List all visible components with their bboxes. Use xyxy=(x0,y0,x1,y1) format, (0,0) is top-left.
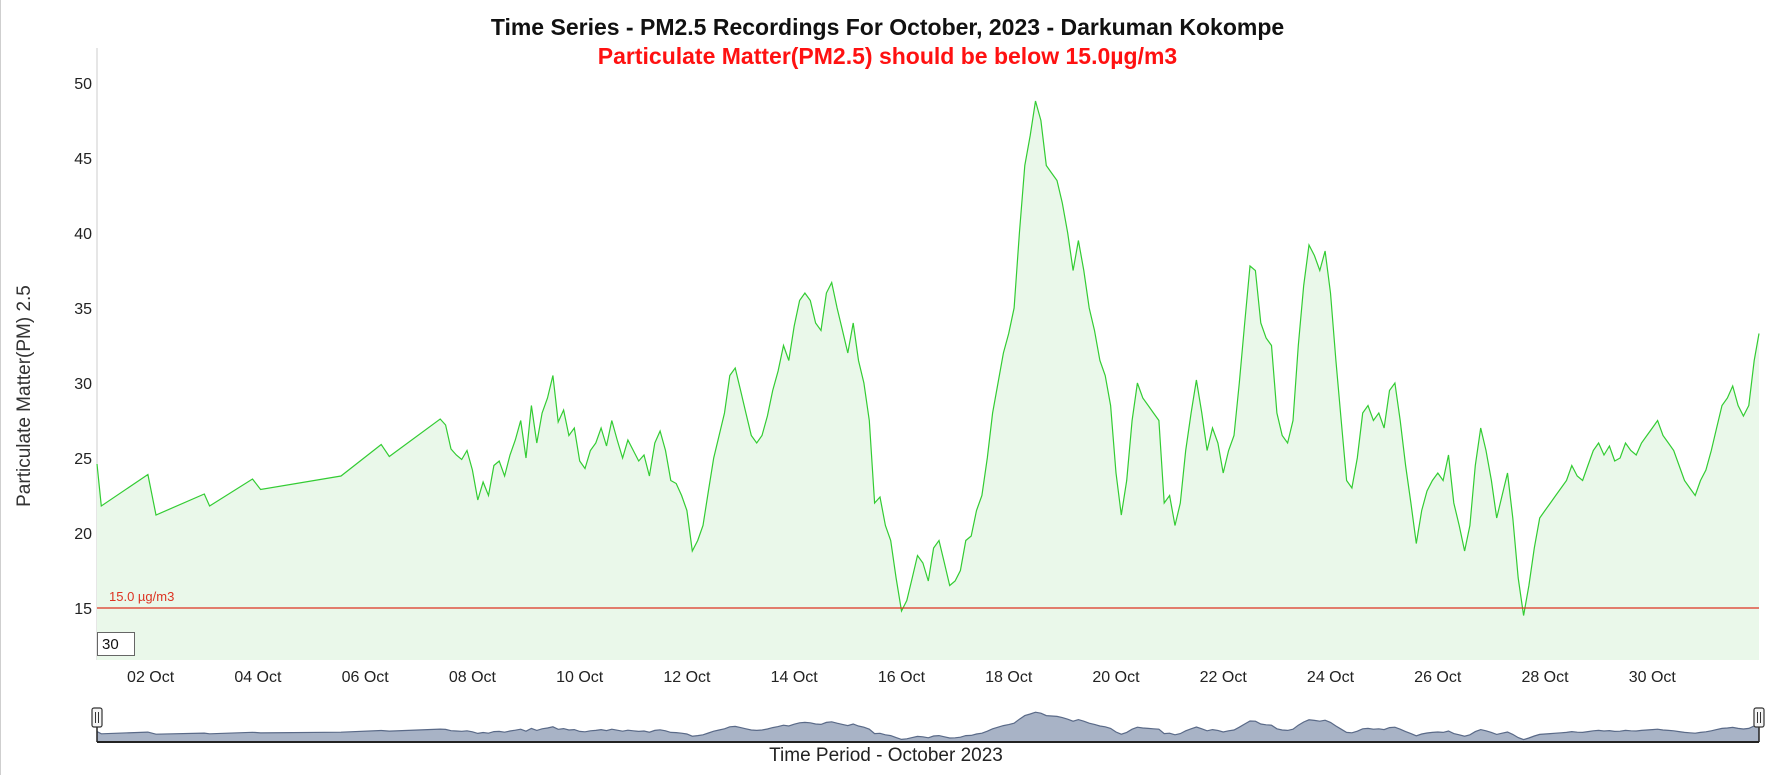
x-tick-label: 08 Oct xyxy=(449,669,497,686)
threshold-label: 15.0 µg/m3 xyxy=(109,589,174,604)
y-tick-label: 35 xyxy=(74,301,92,318)
chart-subtitle: Particulate Matter(PM2.5) should be belo… xyxy=(597,43,1178,69)
x-tick-label: 02 Oct xyxy=(127,669,175,686)
series-area xyxy=(97,101,1759,660)
y-tick-label: 45 xyxy=(74,151,92,168)
y-axis-label: Particulate Matter(PM) 2.5 xyxy=(14,285,35,507)
y-tick-label: 15 xyxy=(74,601,92,618)
series-line xyxy=(96,100,1760,616)
y-tick-label: 30 xyxy=(74,376,92,393)
x-tick-label: 26 Oct xyxy=(1414,669,1462,686)
x-axis-ticks: 02 Oct 04 Oct 06 Oct 08 Oct 10 Oct 12 Oct 14 O… xyxy=(127,669,1676,686)
left-border xyxy=(0,0,1,775)
chart-title: Time Series - PM2.5 Recordings For Octob… xyxy=(490,14,1285,40)
range-navigator[interactable] xyxy=(91,707,1765,743)
x-tick-label: 16 Oct xyxy=(878,669,926,686)
y-tick-label: 40 xyxy=(74,226,92,243)
x-tick-label: 14 Oct xyxy=(771,669,819,686)
x-tick-label: 06 Oct xyxy=(342,669,390,686)
navigator-handle-left[interactable] xyxy=(91,707,103,728)
x-tick-label: 20 Oct xyxy=(1092,669,1140,686)
x-tick-label: 18 Oct xyxy=(985,669,1033,686)
x-tick-label: 04 Oct xyxy=(234,669,282,686)
y-axis-ticks: 15 20 25 30 35 40 45 50 xyxy=(74,76,92,618)
x-tick-label: 30 Oct xyxy=(1629,669,1677,686)
navigator-line xyxy=(96,711,1760,741)
navigator-handle-right[interactable] xyxy=(1753,707,1765,728)
x-tick-label: 12 Oct xyxy=(663,669,711,686)
navigator-area xyxy=(97,712,1759,742)
x-tick-label: 22 Oct xyxy=(1200,669,1248,686)
y-tick-label: 25 xyxy=(74,451,92,468)
x-tick-label: 24 Oct xyxy=(1307,669,1355,686)
y-tick-label: 20 xyxy=(74,526,92,543)
y-tick-label: 50 xyxy=(74,76,92,93)
x-axis-label: Time Period - October 2023 xyxy=(769,745,1003,766)
x-tick-label: 28 Oct xyxy=(1521,669,1569,686)
x-tick-label: 10 Oct xyxy=(556,669,604,686)
rolling-window-input[interactable] xyxy=(97,632,135,656)
